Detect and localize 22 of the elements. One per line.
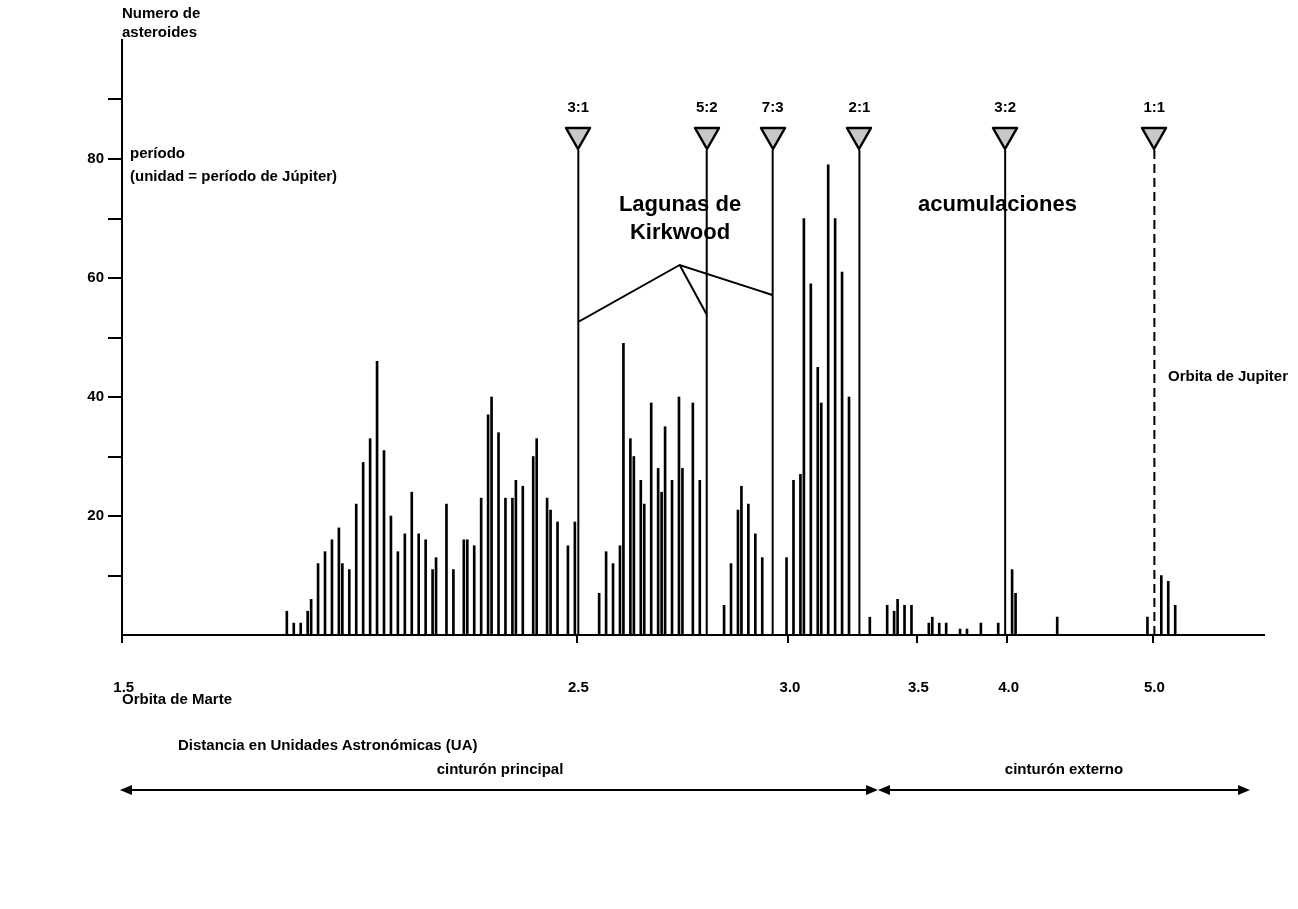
x-tick-label: 3.5 (907, 678, 929, 696)
annotation: (unidad = período de Júpiter) (130, 167, 338, 186)
annotation: 1:1 (1142, 98, 1167, 117)
text: cinturón principal (435, 760, 565, 779)
x-tick-label: 3.0 (779, 678, 801, 696)
y-tick-label: 20 (87, 506, 104, 524)
x-tick-label: 4.0 (998, 678, 1020, 696)
y-tick-label: 80 (87, 149, 104, 167)
x-tick-label: 2.5 (567, 678, 589, 696)
text: cinturón externo (1003, 760, 1125, 779)
annotation: 3:1 (566, 98, 591, 117)
annotation: 5:2 (694, 98, 719, 117)
annotation: Orbita de Jupiter (1168, 367, 1290, 386)
annotation: 7:3 (760, 98, 785, 117)
annotation: 3:2 (993, 98, 1017, 117)
annotation: período (130, 144, 185, 163)
x-tick-label: 5.0 (1143, 678, 1165, 696)
annotation: 2:1 (847, 98, 872, 117)
y-axis-title: Numero de asteroides (122, 4, 202, 42)
y-tick-label: 40 (87, 387, 104, 405)
y-tick-label: 60 (87, 268, 104, 286)
x-axis-title: Distancia en Unidades Astronómicas (UA) (178, 736, 478, 755)
